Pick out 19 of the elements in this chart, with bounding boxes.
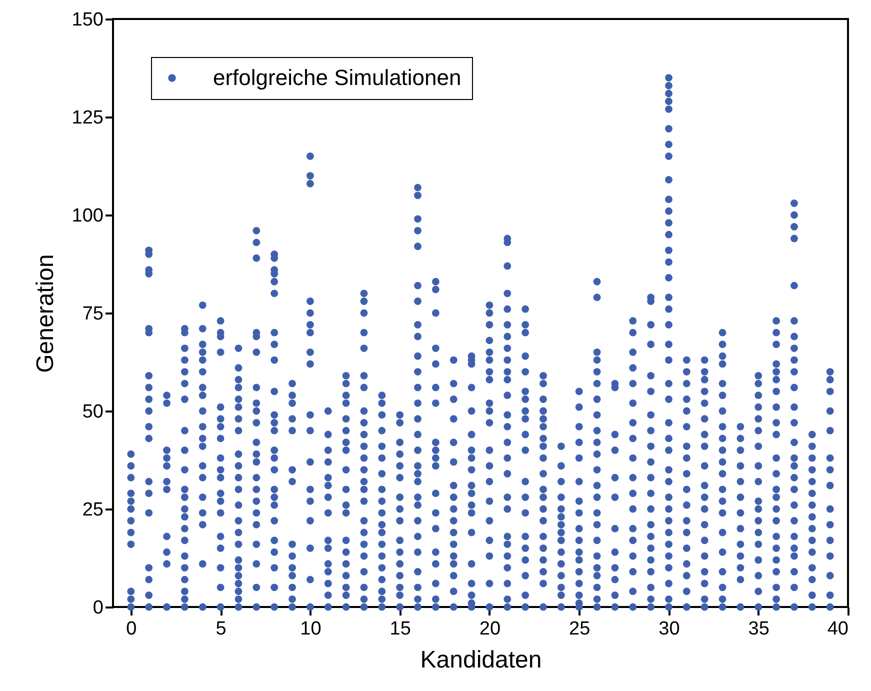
x-tick-label: 5	[216, 618, 226, 640]
y-tick-label: 75	[82, 304, 104, 324]
x-tick-label: 40	[827, 618, 848, 640]
x-tick-label: 20	[479, 618, 501, 640]
x-tick-label: 30	[658, 618, 680, 640]
legend-label: erfolgreiche Simulationen	[213, 65, 462, 90]
x-tick-label: 25	[569, 618, 590, 640]
y-tick-label: 0	[92, 598, 104, 618]
y-tick-label: 125	[72, 108, 104, 128]
x-tick-label: 0	[126, 618, 137, 640]
x-tick-label: 15	[390, 618, 411, 640]
y-tick-label: 150	[72, 10, 104, 30]
x-tick-label: 10	[300, 618, 322, 640]
y-axis-title: Generation	[32, 254, 59, 373]
y-tick-label: 25	[82, 500, 104, 520]
y-tick-label: 100	[72, 206, 104, 226]
x-axis-title: Kandidaten	[420, 646, 542, 674]
x-tick-label: 35	[748, 618, 770, 640]
y-tick-label: 50	[82, 402, 104, 422]
